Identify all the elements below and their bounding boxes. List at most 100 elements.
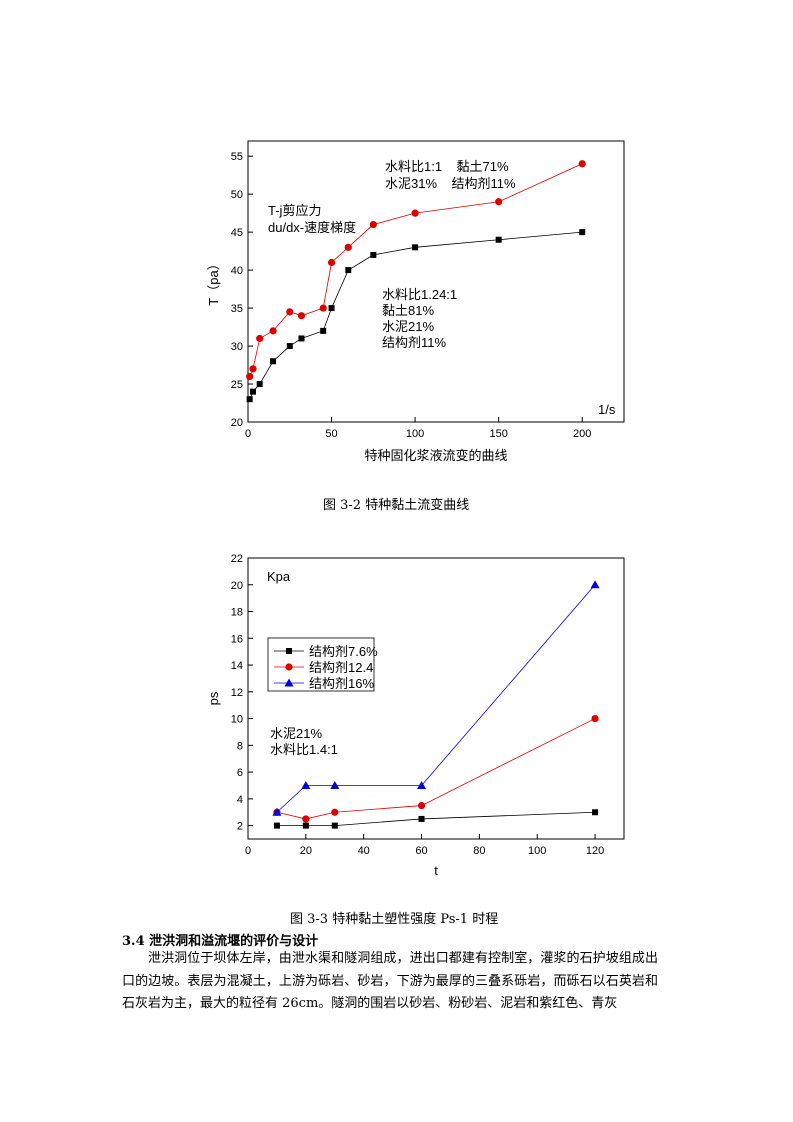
series-1-point	[256, 381, 263, 388]
x-tick-label: 0	[245, 428, 251, 440]
x-axis-label: t	[434, 863, 438, 878]
series-1-point	[331, 822, 338, 829]
figures-canvas: 0 50 100 150 2002025303540455055特种固化浆液流变的曲线T…	[206, 140, 625, 878]
x-axis-label: 特种固化浆液流变的曲线	[364, 448, 507, 463]
y-tick-label: 50	[231, 189, 243, 201]
series-1-point	[579, 229, 586, 236]
y-axis-label: T（pa）	[206, 257, 221, 305]
y-tick-label: 10	[231, 714, 243, 726]
series-2-point	[249, 365, 257, 373]
annotation-text: du/dx-速度梯度	[268, 220, 356, 235]
x-tick-label: 80	[473, 845, 485, 857]
series-2-point	[302, 815, 310, 823]
y-tick-label: 2	[237, 821, 243, 833]
series-1-point	[328, 305, 335, 312]
series-2-point	[327, 258, 336, 267]
annotation-text: 1/s	[598, 402, 616, 417]
x-tick-label: 150	[489, 428, 507, 440]
x-tick-label: 0	[245, 845, 251, 857]
y-tick-label: 30	[231, 341, 243, 353]
y-tick-label: 20	[231, 580, 243, 592]
legend-marker	[284, 678, 294, 687]
y-tick-label: 55	[231, 151, 243, 163]
legend-label: 结构剂16%	[309, 676, 374, 691]
series-3-point	[330, 780, 340, 789]
series-1-point	[250, 388, 257, 395]
y-tick-label: 16	[231, 633, 243, 645]
figure-3-2-caption: 图 3-2 特种黏土流变曲线	[323, 498, 470, 513]
y-tick-label: 25	[231, 379, 243, 391]
plot-frame	[247, 557, 625, 840]
series-1-point	[320, 327, 327, 334]
series-2-point	[269, 327, 277, 335]
series-2-point	[256, 334, 264, 343]
chart-rheology: 0 50 100 150 200 20 25 30 35 40 45 50 55 特种固化浆液流变的曲线 T…	[206, 140, 625, 463]
series-2-point	[297, 312, 306, 320]
series-3-line	[276, 584, 596, 813]
annotation-text: 水料比1.24:1	[382, 287, 457, 302]
series-3-point	[417, 780, 427, 789]
annotation-text: 黏土81%	[382, 303, 434, 318]
y-tick-label: 45	[231, 227, 243, 239]
series-1-point	[412, 244, 419, 251]
y-tick-label: 35	[231, 303, 243, 315]
y-axis-label: ps	[206, 691, 221, 705]
y-tick-label: 20	[231, 417, 243, 429]
series-1-point	[370, 251, 377, 258]
series-3-point	[272, 807, 282, 816]
legend-marker	[286, 648, 292, 654]
annotation-text: 水泥21%	[382, 319, 434, 334]
y-tick-label: 14	[231, 660, 243, 672]
legend-marker	[285, 663, 293, 671]
series-3-point	[301, 780, 311, 789]
x-tick-label: 60	[415, 845, 427, 857]
y-tick-label: 22	[231, 553, 243, 565]
x-tick-label: 40	[358, 845, 370, 857]
series-2-point	[286, 308, 294, 316]
x-tick-label: 100	[528, 845, 546, 857]
series-1-point	[592, 809, 599, 816]
series-2-point	[495, 198, 503, 206]
series-2-point	[344, 243, 352, 251]
series-2-point	[319, 304, 327, 312]
series-1-point	[270, 358, 277, 365]
series-1-point	[273, 822, 280, 829]
series-2-point	[331, 808, 339, 816]
y-tick-label: 12	[231, 687, 243, 699]
series-3-point	[590, 580, 600, 589]
y-tick-label: 18	[231, 607, 243, 619]
annotation-text: 水料比1:1 黏土71%	[385, 159, 509, 174]
legend-label: 结构剂12.4	[309, 660, 373, 675]
annotation-text: T-j剪应力	[268, 203, 321, 218]
series-1-point	[345, 267, 352, 274]
y-tick-label: 8	[237, 740, 243, 752]
body-paragraph: 泄洪洞位于坝体左岸，由泄水渠和隧洞组成，进出口都建有控制室，灌浆的石护坡组成出口…	[122, 951, 658, 1011]
series-2-point	[591, 714, 599, 723]
series-2-point	[246, 372, 254, 381]
x-tick-label: 100	[406, 428, 424, 440]
series-1-point	[418, 815, 425, 822]
series-2-point	[411, 209, 419, 217]
series-2-point	[369, 220, 377, 229]
series-1-point	[495, 236, 502, 243]
legend-box	[267, 637, 375, 692]
series-2-point	[417, 801, 426, 810]
series-1-point	[246, 396, 253, 403]
annotation-text: 水料比1.4:1	[270, 742, 338, 757]
x-tick-label: 20	[300, 845, 312, 857]
series-1-point	[302, 822, 309, 829]
series-1-point	[298, 335, 305, 342]
chart-plastic-strength: 0 20 40 60 80 100 120 2 4 6 8 10 12 14 16 18 20 22 t ps Kpa 水…	[206, 553, 625, 878]
x-tick-label: 120	[586, 845, 604, 857]
x-tick-label: 50	[325, 428, 337, 440]
y-tick-label: 6	[237, 767, 243, 779]
x-tick-label: 200	[573, 428, 591, 440]
annotation-text: 水泥31% 结构剂11%	[385, 176, 516, 191]
y-tick-label: 40	[231, 265, 243, 277]
figure-3-3-caption: 图 3-3 特种黏土塑性强度 Ps-1 时程	[290, 912, 499, 927]
annotation-text: Kpa	[267, 569, 291, 584]
section-heading: 3.4 泄洪洞和溢流堰的评价与设计	[122, 934, 319, 949]
series-1-point	[286, 343, 293, 350]
annotation-text: 水泥21%	[270, 726, 322, 741]
legend-label: 结构剂7.6%	[309, 644, 378, 659]
